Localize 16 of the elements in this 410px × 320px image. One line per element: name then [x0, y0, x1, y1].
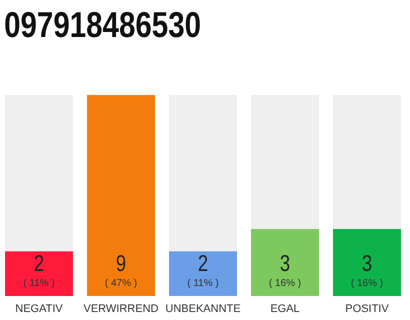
data-label: 2	[34, 251, 44, 277]
annotation: ( 16% )	[268, 278, 302, 289]
x-tick-label: NEGATIV	[15, 303, 64, 315]
x-tick-label: EGAL	[270, 303, 300, 315]
data-label: 9	[116, 251, 126, 277]
data-label: 3	[280, 251, 290, 277]
annotation: ( 16% )	[350, 278, 384, 289]
data-label: 3	[362, 251, 372, 277]
chart-title: 097918486530	[4, 4, 202, 45]
annotation: ( 11% )	[187, 278, 219, 289]
annotation: ( 47% )	[104, 278, 138, 289]
data-label: 2	[198, 251, 208, 277]
x-tick-label: VERWIRREND	[84, 303, 159, 315]
annotation: ( 11% )	[23, 278, 55, 289]
x-tick-label: UNBEKANNTE	[165, 303, 241, 315]
x-tick-label: POSITIV	[345, 303, 390, 315]
